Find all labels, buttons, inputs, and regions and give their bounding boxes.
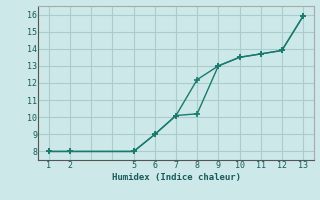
X-axis label: Humidex (Indice chaleur): Humidex (Indice chaleur) — [111, 173, 241, 182]
